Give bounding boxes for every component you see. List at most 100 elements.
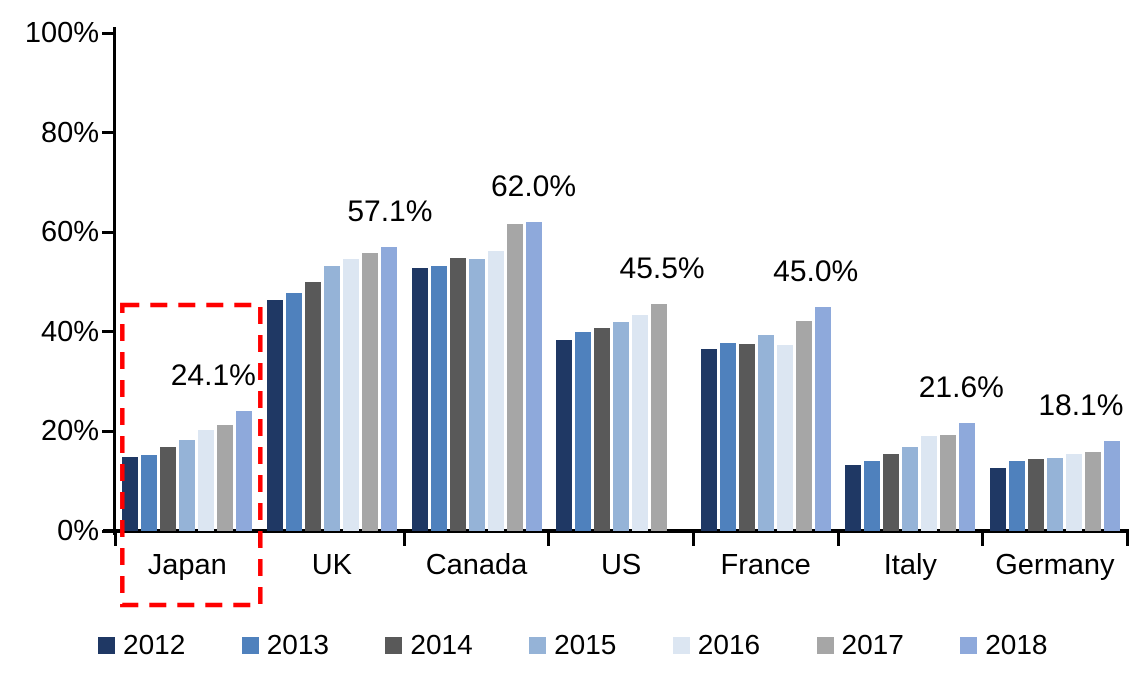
y-axis-label-100-: 100%: [24, 17, 99, 49]
bar-germany-2016: [1065, 453, 1082, 531]
legend-item-2017: 2017: [816, 629, 904, 660]
y-axis-label-20-: 20%: [40, 415, 99, 448]
bar-japan-2016: [198, 429, 215, 531]
data-label-france: 45.0%: [773, 254, 859, 288]
y-axis-label-60-: 60%: [40, 216, 99, 249]
y-axis-tick: [102, 429, 115, 433]
bar-canada-2013: [430, 265, 447, 531]
bar-uk-2012: [266, 300, 283, 531]
bar-us-2013: [575, 332, 592, 531]
legend-swatch-2015: [529, 636, 547, 654]
y-axis-label-80-: 80%: [40, 116, 99, 149]
bar-germany-2013: [1008, 460, 1025, 531]
bar-uk-2017: [361, 253, 378, 531]
bar-uk-2014: [304, 282, 321, 531]
bar-us-2016: [632, 314, 649, 531]
legend-swatch-2013: [241, 636, 259, 654]
x-axis-tick: [113, 529, 117, 546]
data-label-japan: 24.1%: [170, 358, 256, 392]
bar-germany-2012: [989, 468, 1006, 531]
bar-uk-2018: [380, 246, 397, 531]
legend-swatch-2014: [385, 636, 403, 654]
x-axis-label-france: France: [720, 549, 811, 581]
x-axis-tick: [402, 529, 406, 546]
bar-us-2015: [613, 322, 630, 531]
data-label-us: 45.5%: [619, 252, 705, 286]
legend-label: 2018: [985, 629, 1048, 660]
bar-japan-2014: [160, 447, 177, 531]
x-axis-label-uk: UK: [311, 549, 353, 581]
bar-japan-2017: [217, 424, 234, 531]
bar-italy-2015: [902, 447, 919, 531]
bar-france-2013: [719, 343, 736, 531]
legend-item-2016: 2016: [672, 629, 761, 660]
x-axis-label-us: US: [600, 549, 642, 581]
bar-japan-2012: [122, 456, 139, 531]
bar-germany-2014: [1027, 459, 1044, 531]
y-axis-tick: [102, 230, 115, 234]
bar-canada-2018: [525, 222, 542, 531]
bar-germany-2018: [1103, 440, 1120, 531]
data-label-italy: 21.6%: [918, 371, 1004, 405]
bar-germany-2015: [1046, 457, 1063, 531]
x-axis-tick: [258, 529, 262, 546]
legend-item-2012: 2012: [98, 631, 185, 659]
x-axis-tick: [981, 529, 985, 546]
bar-germany-2017: [1084, 451, 1101, 531]
legend-label: 2014: [410, 629, 473, 660]
x-axis-label-italy: Italy: [883, 549, 937, 581]
x-axis-label-germany: Germany: [995, 549, 1115, 581]
bar-uk-2015: [323, 265, 340, 531]
bar-italy-2012: [845, 464, 862, 531]
x-axis-line: [103, 529, 1129, 533]
legend-label: 2017: [841, 629, 904, 660]
bar-france-2017: [795, 320, 812, 531]
bar-italy-2016: [921, 436, 938, 531]
legend-label: 2015: [554, 629, 617, 660]
legend-swatch-2017: [816, 636, 834, 654]
bar-france-2018: [814, 306, 831, 531]
bar-france-2014: [738, 343, 755, 531]
data-label-uk: 57.1%: [347, 194, 433, 228]
bar-japan-2018: [236, 410, 253, 531]
bar-france-2016: [776, 345, 793, 531]
x-axis-label-canada: Canada: [425, 549, 528, 581]
x-axis-tick: [547, 529, 551, 546]
bar-us-2012: [556, 340, 573, 531]
bar-us-2017: [651, 304, 668, 531]
legend-item-2018: 2018: [960, 631, 1047, 659]
data-label-canada: 62.0%: [490, 170, 577, 204]
bar-italy-2014: [883, 454, 900, 531]
legend-item-2013: 2013: [241, 629, 329, 660]
legend-label: 2012: [123, 629, 186, 660]
y-axis-tick: [102, 330, 115, 334]
bar-france-2015: [757, 335, 774, 531]
bar-uk-2013: [285, 292, 302, 531]
x-axis-label-japan: Japan: [147, 549, 227, 581]
y-axis-tick: [102, 131, 115, 135]
data-label-germany: 18.1%: [1038, 388, 1124, 422]
legend-label: 2016: [697, 629, 761, 660]
bar-italy-2013: [864, 460, 881, 531]
x-axis-tick: [691, 529, 695, 546]
bar-japan-2015: [179, 439, 196, 531]
y-axis-tick: [102, 529, 115, 533]
y-axis-label-40-: 40%: [40, 315, 99, 348]
bar-canada-2014: [449, 258, 466, 531]
y-axis-tick: [102, 31, 115, 35]
bar-canada-2016: [487, 251, 504, 531]
legend-swatch-2018: [960, 636, 978, 654]
bar-us-2014: [594, 327, 611, 531]
legend-item-2014: 2014: [385, 629, 473, 660]
x-axis-tick: [1125, 529, 1129, 546]
x-axis-tick: [836, 529, 840, 546]
legend-swatch-2016: [672, 636, 690, 654]
bar-canada-2017: [506, 224, 523, 531]
legend-label: 2013: [266, 629, 329, 660]
bar-canada-2015: [468, 259, 485, 531]
bar-uk-2016: [342, 258, 359, 531]
bar-france-2012: [700, 349, 717, 531]
bar-italy-2018: [959, 423, 976, 531]
bar-canada-2012: [411, 267, 428, 531]
